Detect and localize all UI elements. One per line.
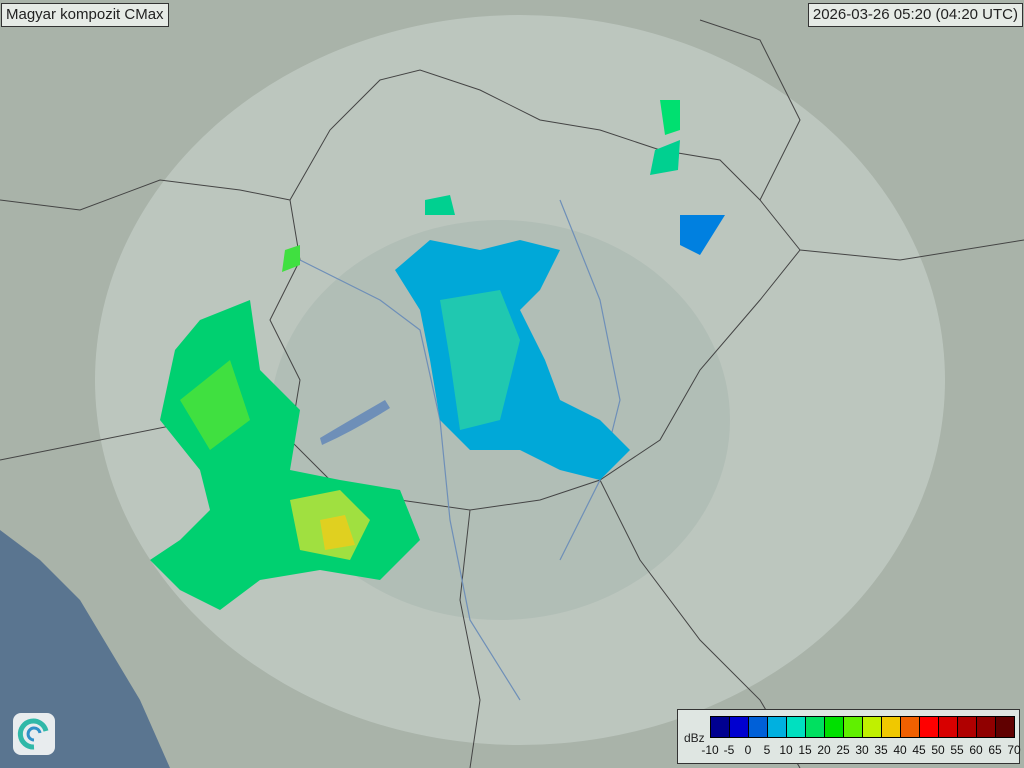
legend-tick-label: 70: [1007, 743, 1021, 757]
legend-swatch: [920, 717, 939, 737]
map-title: Magyar kompozit CMax: [1, 3, 169, 27]
radar-echoes: [150, 100, 725, 610]
legend-tick-label: 55: [950, 743, 964, 757]
legend-tick-label: -10: [701, 743, 719, 757]
legend-swatch: [806, 717, 825, 737]
legend-swatch: [977, 717, 996, 737]
legend-unit: dBz: [684, 731, 705, 745]
legend-swatch: [901, 717, 920, 737]
adriatic-sea: [0, 530, 170, 768]
legend-tick-label: 5: [763, 743, 771, 757]
legend-swatch: [825, 717, 844, 737]
legend-swatch: [863, 717, 882, 737]
legend-tick-label: 30: [855, 743, 869, 757]
legend-tick-label: 0: [744, 743, 752, 757]
legend-tick-label: 60: [969, 743, 983, 757]
legend-tick-label: 65: [988, 743, 1002, 757]
legend-swatch: [730, 717, 749, 737]
spiral-logo-icon[interactable]: [13, 713, 55, 755]
legend-tick-label: 40: [893, 743, 907, 757]
legend-tick-label: 25: [836, 743, 850, 757]
legend-swatch: [787, 717, 806, 737]
legend-tick-label: 45: [912, 743, 926, 757]
legend-swatch: [958, 717, 977, 737]
legend-swatch: [749, 717, 768, 737]
timestamp-label: 2026-03-26 05:20 (04:20 UTC): [807, 3, 1023, 27]
legend-tick-label: 35: [874, 743, 888, 757]
legend-color-bar: [710, 716, 1015, 738]
legend-swatch: [844, 717, 863, 737]
legend-tick-label: 10: [779, 743, 793, 757]
legend-swatch: [768, 717, 787, 737]
legend-swatch: [882, 717, 901, 737]
legend-swatch: [996, 717, 1014, 737]
legend-swatch: [711, 717, 730, 737]
dbz-legend: dBz -10 -5 0 5 10 15 20 25 30 35 40 45 50 55 60 65 70: [677, 709, 1021, 764]
legend-tick-label: 15: [798, 743, 812, 757]
legend-tick-label: 20: [817, 743, 831, 757]
legend-swatch: [939, 717, 958, 737]
lake-balaton: [320, 400, 390, 445]
legend-tick-label: -5: [723, 743, 735, 757]
legend-tick-label: 50: [931, 743, 945, 757]
